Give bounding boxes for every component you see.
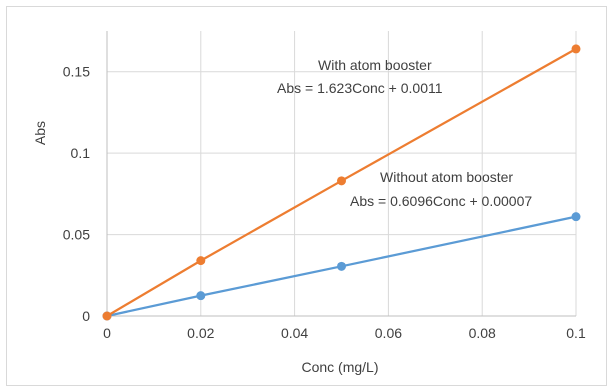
annotation-with-booster-equation: Abs = 1.623Conc + 0.0011	[277, 80, 443, 96]
data-point	[337, 261, 346, 271]
chart-frame	[6, 6, 607, 386]
data-point	[196, 256, 206, 266]
y-tick-label: 0.05	[63, 227, 90, 243]
data-point	[196, 291, 206, 301]
x-tick-label: 0.04	[281, 325, 308, 341]
x-tick-label: 0.1	[566, 325, 586, 341]
x-tick-label: 0	[103, 325, 111, 341]
gridlines	[107, 31, 577, 316]
x-tick-label: 0.02	[187, 325, 214, 341]
y-tick-label: 0	[82, 308, 90, 324]
data-point	[571, 212, 581, 222]
annotation-without-booster-title: Without atom booster	[380, 169, 513, 185]
tick-labels: 0 0.02 0.04 0.06 0.08 0.1 0 0.05 0.1 0.15	[63, 64, 586, 341]
x-tick-label: 0.06	[375, 325, 402, 341]
x-axis-title: Conc (mg/L)	[301, 359, 378, 375]
data-point	[337, 176, 346, 186]
series-layer	[102, 44, 581, 321]
series-line	[106, 215, 577, 318]
annotation-with-booster-title: With atom booster	[318, 57, 432, 73]
axes	[106, 31, 576, 317]
annotation-without-booster-equation: Abs = 0.6096Conc + 0.00007	[350, 193, 532, 209]
series-line	[106, 47, 577, 317]
x-tick-label: 0.08	[469, 325, 496, 341]
y-tick-label: 0.15	[63, 64, 90, 80]
y-tick-label: 0.1	[71, 145, 91, 161]
data-point	[571, 44, 581, 54]
data-point	[102, 311, 112, 321]
y-axis-title: Abs	[32, 121, 48, 145]
